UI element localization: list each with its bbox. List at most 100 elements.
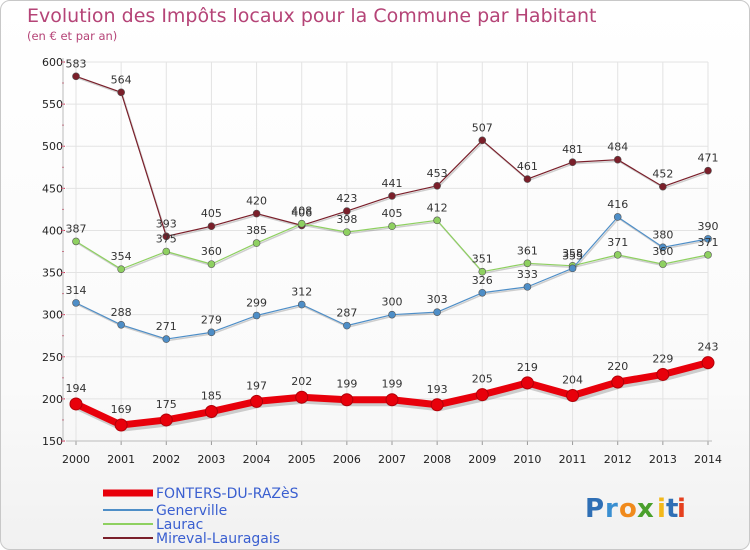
y-tick-label: 200 <box>42 393 63 406</box>
data-label: 583 <box>66 57 87 70</box>
data-point <box>520 376 534 390</box>
x-tick-label: 2009 <box>468 453 496 466</box>
data-point <box>162 335 171 343</box>
data-label: 461 <box>517 160 538 173</box>
logo-letter: x <box>637 494 654 524</box>
data-point <box>430 398 444 412</box>
logo-letter: r <box>605 494 618 524</box>
chart-title: Evolution des Impôts locaux pour la Comm… <box>27 5 597 27</box>
y-tick-label: 450 <box>42 182 63 195</box>
x-tick-label: 2012 <box>604 453 632 466</box>
data-point <box>704 166 712 175</box>
data-point <box>207 222 216 231</box>
y-tick-label: 400 <box>42 224 63 237</box>
data-label: 243 <box>698 341 719 354</box>
data-label: 406 <box>291 206 312 219</box>
data-label: 420 <box>246 195 267 208</box>
x-tick-label: 2004 <box>243 453 271 466</box>
data-label: 375 <box>156 233 177 246</box>
series-lines <box>69 72 715 432</box>
data-point <box>656 367 670 381</box>
data-point <box>252 311 261 320</box>
data-point <box>252 239 261 247</box>
x-tick-label: 2014 <box>694 453 722 466</box>
data-point <box>659 243 667 252</box>
data-point <box>568 264 577 273</box>
data-point <box>343 321 351 330</box>
data-label: 423 <box>336 192 357 205</box>
data-label: 193 <box>427 383 448 396</box>
x-tick-label: 2002 <box>152 453 180 466</box>
data-point <box>297 300 306 309</box>
data-point <box>162 247 171 256</box>
y-tick-label: 350 <box>42 267 63 280</box>
legend-label: FONTERS-DU-RAZèS <box>156 486 299 502</box>
data-point <box>117 88 125 97</box>
data-label: 199 <box>382 378 403 391</box>
data-label: 405 <box>382 207 403 220</box>
data-label: 312 <box>291 286 312 299</box>
data-point <box>117 265 125 273</box>
x-tick-label: 2006 <box>333 453 361 466</box>
data-label: 314 <box>66 284 87 297</box>
data-label: 484 <box>607 141 628 154</box>
legend-label: Generville <box>156 503 227 519</box>
data-label: 408 <box>291 205 312 218</box>
data-point <box>523 283 532 291</box>
y-tick-label: 300 <box>42 309 63 322</box>
data-point <box>523 175 532 183</box>
legend: FONTERS-DU-RAZèSGenervilleLauracMireval-… <box>103 486 299 547</box>
data-label: 219 <box>517 361 538 374</box>
x-tick-label: 2008 <box>423 453 451 466</box>
data-label: 481 <box>562 143 583 156</box>
data-label: 169 <box>111 403 132 416</box>
data-label: 287 <box>336 307 357 320</box>
data-point <box>388 192 396 200</box>
data-label: 471 <box>698 152 719 165</box>
data-point <box>117 320 125 329</box>
x-tick-label: 2000 <box>62 453 90 466</box>
data-label: 393 <box>156 217 177 230</box>
data-label: 387 <box>66 222 87 235</box>
x-tick-label: 2001 <box>107 453 135 466</box>
data-point <box>613 155 622 164</box>
data-point <box>159 413 173 427</box>
data-label: 199 <box>336 378 357 391</box>
data-label: 361 <box>517 244 538 257</box>
data-point <box>295 390 309 404</box>
logo-letter: i <box>657 494 666 524</box>
data-point <box>478 267 487 276</box>
y-tick-label: 500 <box>42 140 63 153</box>
data-label: 300 <box>382 296 403 309</box>
x-tick-label: 2003 <box>197 453 225 466</box>
data-label: 416 <box>607 198 628 211</box>
grid <box>66 61 709 442</box>
data-point <box>385 393 399 407</box>
data-point <box>72 237 80 246</box>
data-label: 220 <box>607 360 628 373</box>
data-point <box>568 158 577 167</box>
data-label: 175 <box>156 398 177 411</box>
data-label: 279 <box>201 313 222 326</box>
data-label: 271 <box>156 320 177 333</box>
data-point <box>613 251 622 259</box>
data-label: 202 <box>291 375 312 388</box>
data-point <box>659 260 667 268</box>
data-label: 229 <box>652 352 673 365</box>
y-tick-label: 600 <box>42 56 63 69</box>
data-point <box>613 213 622 221</box>
data-label: 371 <box>698 236 719 249</box>
data-point <box>69 397 83 411</box>
data-label: 441 <box>382 177 403 190</box>
logo-letter: t <box>666 494 678 524</box>
x-tick-label: 2007 <box>378 453 406 466</box>
data-label: 197 <box>246 379 267 392</box>
x-tick-label: 2013 <box>649 453 677 466</box>
axes: 150 200 250 300 350 400 450 500 550 600 2000 2001 20… <box>42 56 722 466</box>
data-label: 355 <box>562 249 583 262</box>
data-label: 205 <box>472 373 493 386</box>
data-label: 326 <box>472 274 493 287</box>
data-label: 354 <box>111 250 132 263</box>
